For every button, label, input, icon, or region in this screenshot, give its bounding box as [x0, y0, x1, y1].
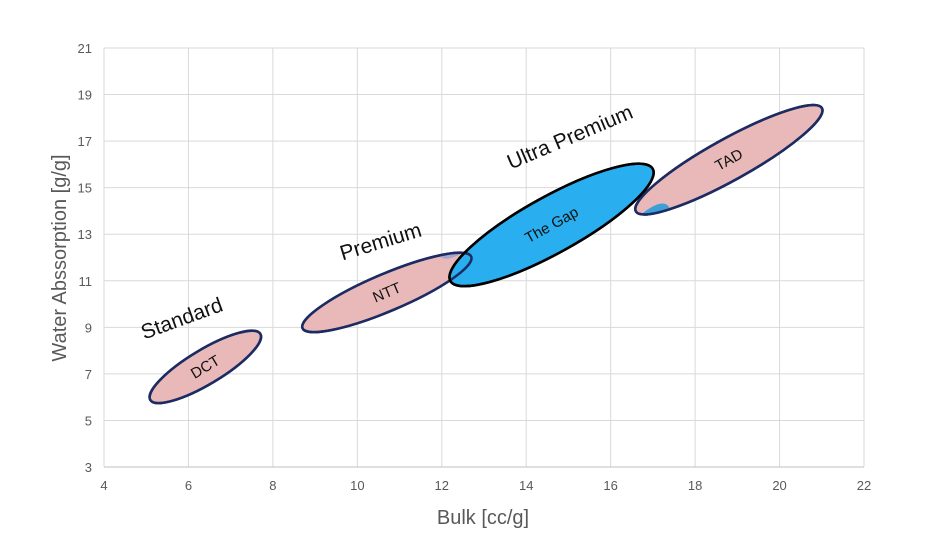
region-outline-ntt	[300, 251, 473, 334]
x-axis-title: Bulk [cc/g]	[437, 507, 529, 529]
region-outline-the-gap	[448, 162, 655, 288]
x-tick-label: 16	[603, 478, 617, 493]
x-tick-label: 4	[100, 478, 107, 493]
region-outline-dct	[148, 329, 263, 405]
y-tick-label: 17	[78, 134, 92, 149]
y-tick-label: 21	[78, 41, 92, 56]
x-tick-label: 12	[435, 478, 449, 493]
x-tick-label: 20	[772, 478, 786, 493]
y-tick-label: 19	[78, 88, 92, 103]
regions-layer	[148, 103, 824, 405]
y-tick-label: 15	[78, 181, 92, 196]
category-label-premium: Premium	[337, 219, 424, 266]
y-tick-label: 3	[85, 460, 92, 475]
y-tick-label: 13	[78, 227, 92, 242]
axes: 4 6 8 10 12 14 16 18 20 22 3 5 7 9 11 13 15 17 19 21	[78, 41, 872, 493]
x-tick-label: 6	[185, 478, 192, 493]
x-tick-label: 22	[857, 478, 871, 493]
x-tick-label: 14	[519, 478, 533, 493]
category-label-ultra-premium: Ultra Premium	[504, 101, 637, 175]
x-tick-label: 10	[350, 478, 364, 493]
y-tick-label: 5	[85, 413, 92, 428]
x-tick-label: 18	[688, 478, 702, 493]
y-tick-label: 7	[85, 367, 92, 382]
category-label-standard: Standard	[138, 294, 226, 345]
region-outline-tad	[634, 103, 824, 216]
x-tick-label: 8	[269, 478, 276, 493]
y-tick-label: 11	[79, 274, 93, 289]
y-tick-label: 9	[85, 320, 92, 335]
y-axis-title: Water Abssorption [g/g]	[49, 154, 71, 361]
